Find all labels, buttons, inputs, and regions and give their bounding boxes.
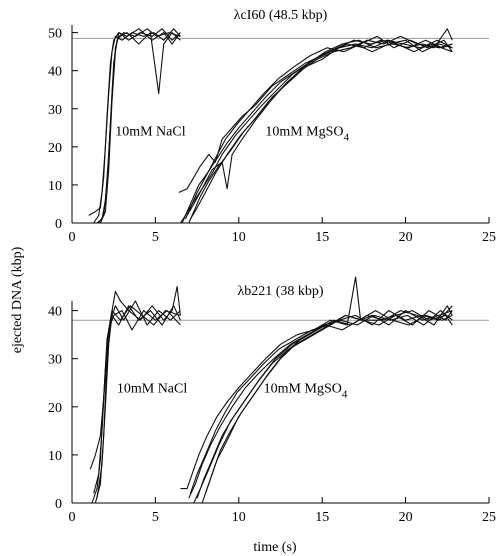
condition-label: 10mM NaCl	[117, 381, 188, 396]
y-tick-label: 10	[48, 179, 62, 194]
trace-line	[189, 28, 453, 220]
y-tick-label: 30	[48, 103, 62, 118]
panel-1: λcI60 (48.5 kbp) 0 5 10 15 20 25 0 10 20 30 40 50 10m…	[48, 8, 496, 245]
panel-title: λcI60 (48.5 kbp)	[234, 8, 328, 23]
trace-line	[204, 305, 453, 494]
y-axis-label: ejected DNA (kbp)	[10, 246, 25, 353]
x-tick-label: 25	[482, 230, 496, 245]
x-tick-label: 0	[69, 230, 76, 245]
trace-line	[184, 35, 453, 220]
trace-line	[179, 39, 453, 224]
x-tick-label: 5	[152, 230, 159, 245]
y-tick-label: 50	[48, 27, 62, 42]
trace-line	[188, 39, 453, 224]
y-tick-label: 20	[48, 401, 62, 416]
x-tick-label: 10	[232, 510, 246, 525]
trace-line	[196, 310, 453, 499]
trace-line	[98, 28, 181, 224]
trace-line	[201, 310, 453, 504]
condition-label: 10mM MgSO4	[264, 381, 348, 400]
x-tick-label: 15	[315, 230, 329, 245]
trace-line	[180, 276, 453, 490]
panel-2: λb221 (38 kbp) 0 5 10 15 20 25 0 10 20 30 40 10mM Na…	[48, 276, 496, 525]
trace-line	[96, 305, 181, 499]
x-tick-label: 20	[399, 230, 413, 245]
trace-line	[91, 305, 181, 504]
panel-title: λb221 (38 kbp)	[237, 284, 323, 299]
y-tick-label: 10	[48, 449, 62, 464]
x-tick-label: 0	[69, 510, 76, 525]
trace-line	[193, 305, 453, 504]
y-tick-label: 20	[48, 141, 62, 156]
x-tick-label: 10	[232, 230, 246, 245]
x-axis-label: time (s)	[253, 540, 296, 555]
y-tick-label: 40	[48, 65, 62, 80]
condition-label: 10mM MgSO4	[265, 124, 349, 143]
x-tick-label: 25	[482, 510, 496, 525]
x-tick-label: 15	[315, 510, 329, 525]
x-tick-label: 20	[399, 510, 413, 525]
y-tick-label: 30	[48, 353, 62, 368]
y-tick-label: 0	[55, 217, 62, 232]
condition-label: 10mM NaCl	[115, 124, 186, 139]
trace-line	[189, 310, 453, 494]
y-tick-label: 40	[48, 305, 62, 320]
x-tick-label: 5	[152, 510, 159, 525]
trace-line	[99, 28, 181, 224]
trace-line	[178, 39, 453, 194]
y-tick-label: 0	[55, 497, 62, 512]
trace-line	[181, 39, 453, 224]
trace-line	[188, 310, 453, 499]
